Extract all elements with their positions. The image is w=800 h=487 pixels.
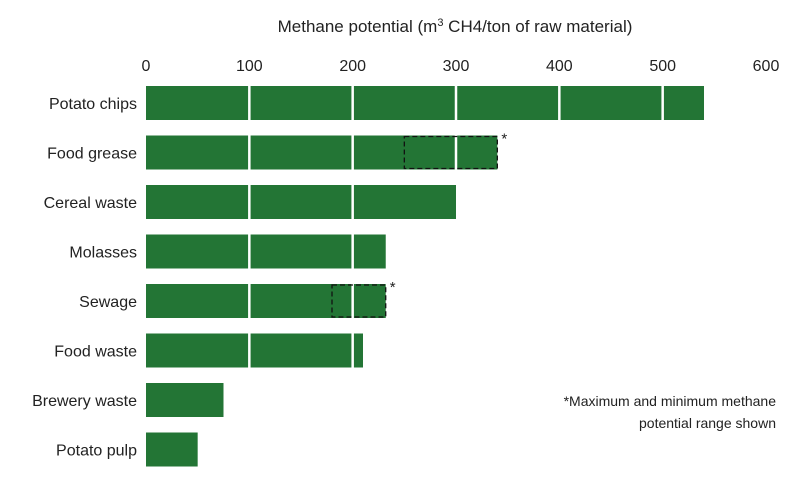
x-axis-title: Methane potential (m3 CH4/ton of raw mat… bbox=[278, 17, 633, 36]
x-tick-label: 600 bbox=[753, 58, 780, 75]
x-axis-ticks: 0 100 200 300 400 500 600 bbox=[142, 58, 780, 75]
category-label: Sewage bbox=[79, 294, 137, 311]
x-tick-label: 200 bbox=[339, 58, 366, 75]
bar bbox=[146, 432, 198, 467]
annotation-line-1: *Maximum and minimum methane bbox=[564, 393, 777, 409]
category-label: Brewery waste bbox=[32, 393, 137, 410]
category-label: Food waste bbox=[54, 344, 137, 361]
bar bbox=[146, 284, 386, 318]
category-label: Potato chips bbox=[49, 96, 137, 113]
bar bbox=[146, 333, 363, 368]
range-box bbox=[403, 135, 498, 170]
annotation-line-2: potential range shown bbox=[639, 415, 776, 431]
bars bbox=[146, 86, 704, 467]
x-tick-label: 400 bbox=[546, 58, 573, 75]
x-tick-label: 100 bbox=[236, 58, 263, 75]
bar bbox=[146, 234, 386, 269]
category-label: Potato pulp bbox=[56, 443, 137, 460]
range-box bbox=[331, 284, 387, 318]
gridlines bbox=[248, 86, 664, 368]
range-marker: * bbox=[501, 131, 507, 148]
range-boxes: ** bbox=[331, 131, 507, 318]
category-labels: Potato chips Food grease Cereal waste Molas… bbox=[32, 96, 137, 460]
category-label: Cereal waste bbox=[44, 195, 137, 212]
bar bbox=[146, 135, 498, 170]
range-marker: * bbox=[390, 279, 396, 296]
annotation-note: *Maximum and minimum methane potential r… bbox=[564, 393, 777, 431]
category-label: Molasses bbox=[69, 245, 137, 262]
bar bbox=[146, 185, 456, 219]
x-tick-label: 0 bbox=[142, 58, 151, 75]
bar bbox=[146, 86, 704, 120]
bar bbox=[146, 383, 224, 417]
x-tick-label: 300 bbox=[443, 58, 470, 75]
category-label: Food grease bbox=[47, 146, 137, 163]
x-tick-label: 500 bbox=[649, 58, 676, 75]
